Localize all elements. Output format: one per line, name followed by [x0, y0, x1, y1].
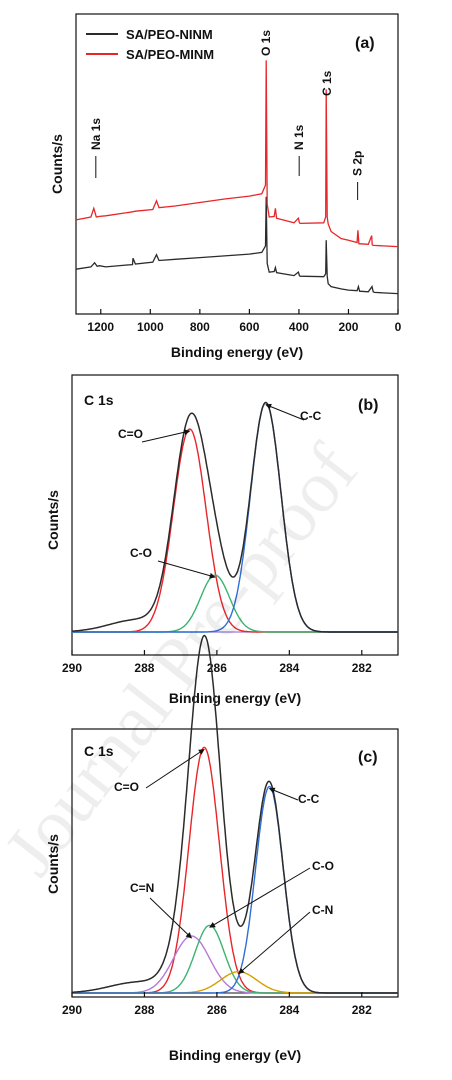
panel-c-series	[71, 634, 398, 994]
peak-annotation-label: C-O	[130, 546, 152, 560]
x-tick-label: 1200	[87, 320, 114, 334]
panel-c-xlabel: Binding energy (eV)	[169, 1047, 301, 1063]
panel-c-frame	[71, 728, 399, 998]
panel-a-legend: SA/PEO-NINM SA/PEO-MINM	[86, 27, 214, 62]
x-tick-label: 200	[338, 320, 358, 334]
annotation-arrow	[209, 867, 311, 928]
x-tick-label: 284	[279, 661, 299, 675]
panel-c-title: C 1s	[84, 743, 114, 759]
x-tick-label: 288	[134, 1003, 154, 1017]
peak-annotation-label: C=N	[130, 881, 154, 895]
x-tick-label: 288	[134, 661, 154, 675]
panel-b-frame	[71, 374, 399, 656]
peak-label: O 1s	[259, 30, 273, 56]
peak-label: N 1s	[292, 124, 306, 150]
panel-c-label: (c)	[358, 749, 378, 766]
x-tick-label: 600	[239, 320, 259, 334]
x-tick-label: 290	[62, 661, 82, 675]
legend-label-ninm: SA/PEO-NINM	[126, 27, 213, 42]
x-tick-label: 1000	[137, 320, 164, 334]
panel-a-frame	[75, 13, 399, 315]
panel-c: 290 288 286 284 282 C=O C=N C-O C-N C-C C 1s (c)…	[45, 634, 399, 1063]
peak-annotation-label: C=O	[114, 780, 139, 794]
panel-a-ylabel: Counts/s	[49, 134, 65, 194]
peak-annotation-label: C-N	[312, 903, 333, 917]
panel-a-peak-annotations: Na 1s O 1s N 1s C 1s S 2p	[89, 30, 365, 200]
annotation-arrow	[141, 429, 191, 443]
panel-a-xlabel: Binding energy (eV)	[171, 344, 303, 360]
annotation-arrow	[145, 748, 205, 789]
panel-b: 290 288 286 284 282 C=OC-OC-C C 1s (b) Count…	[45, 374, 399, 706]
peak-annotation-label: C-C	[298, 792, 320, 806]
annotation-arrow	[265, 403, 305, 421]
annotation-arrow	[149, 897, 192, 939]
envelope-line	[71, 401, 398, 633]
panel-b-xlabel: Binding energy (eV)	[169, 690, 301, 706]
panel-a-x-ticks: 1200 1000 800 600 400 200 0	[87, 309, 402, 334]
peak-annotation-label: C-O	[312, 859, 334, 873]
series-line	[75, 60, 399, 248]
annotation-arrow	[238, 911, 311, 975]
panel-c-peak-annotations: C=O C=N C-O C-N C-C	[114, 748, 334, 975]
panel-a-label: (a)	[355, 35, 375, 52]
x-tick-label: 800	[190, 320, 210, 334]
panel-b-series	[71, 401, 398, 633]
panel-b-ylabel: Counts/s	[45, 490, 61, 550]
annotation-arrow	[268, 787, 299, 801]
panel-b-title: C 1s	[84, 392, 114, 408]
x-tick-label: 282	[352, 1003, 372, 1017]
x-tick-label: 400	[289, 320, 309, 334]
panel-a: 1200 1000 800 600 400 200 0 Na 1s O 1s N 1s C 1s S…	[49, 13, 402, 360]
peak-annotation-label: C-C	[300, 409, 322, 423]
peak-label: S 2p	[351, 151, 365, 176]
x-tick-label: 0	[395, 320, 402, 334]
panel-c-ylabel: Counts/s	[45, 834, 61, 894]
x-tick-label: 284	[279, 1003, 299, 1017]
peak-annotation-label: C=O	[118, 427, 143, 441]
series-line	[75, 196, 399, 295]
panel-b-peak-annotations: C=O C-O C-C	[118, 403, 322, 579]
peak-label: Na 1s	[89, 118, 103, 150]
x-tick-label: 290	[62, 1003, 82, 1017]
x-tick-label: 286	[207, 1003, 227, 1017]
x-tick-label: 282	[352, 661, 372, 675]
annotation-arrow	[157, 560, 216, 579]
panel-a-series	[75, 60, 399, 295]
panel-b-label: (b)	[358, 397, 378, 414]
envelope-line	[71, 634, 398, 994]
legend-label-minm: SA/PEO-MINM	[126, 47, 214, 62]
peak-label: C 1s	[320, 70, 334, 96]
panel-c-x-ticks: 290 288 286 284 282	[62, 992, 372, 1017]
